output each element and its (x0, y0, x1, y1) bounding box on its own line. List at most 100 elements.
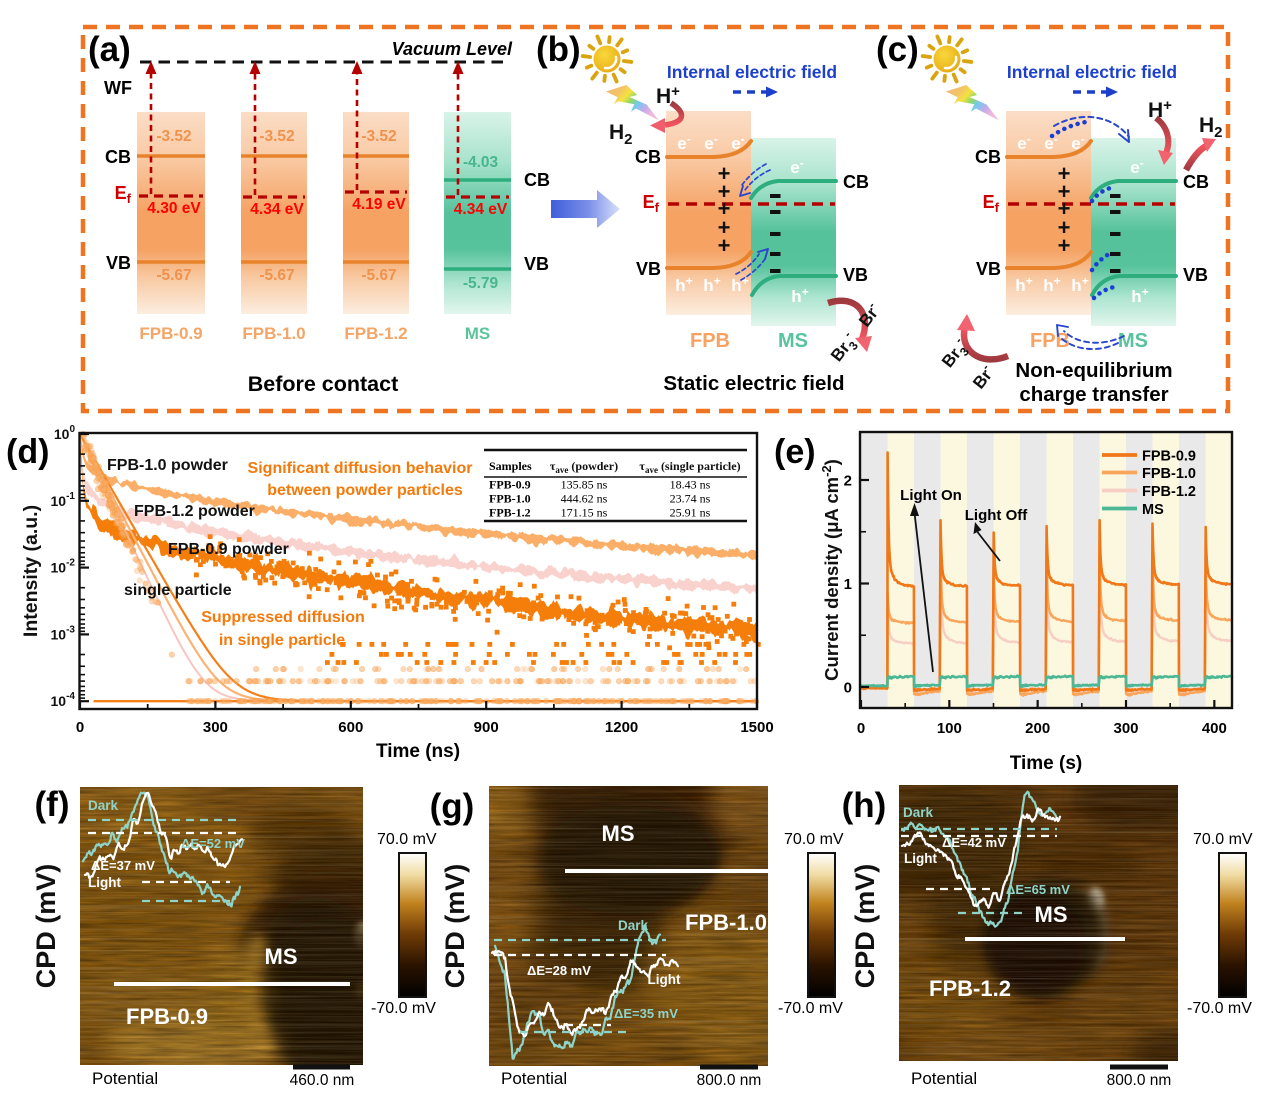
svg-text:-5.67: -5.67 (156, 267, 191, 284)
svg-text:FPB: FPB (690, 330, 730, 352)
svg-text:-70.0 mV: -70.0 mV (1187, 1000, 1252, 1017)
svg-text:Significant diffusion behavior: Significant diffusion behavior (248, 460, 473, 477)
svg-text:FPB-1.2: FPB-1.2 (929, 976, 1011, 1001)
svg-text:-3.52: -3.52 (361, 128, 396, 145)
svg-text:+: + (1058, 179, 1071, 204)
svg-text:300: 300 (1113, 720, 1138, 737)
svg-text:-5.67: -5.67 (361, 267, 396, 284)
svg-text:(d): (d) (6, 433, 49, 471)
svg-text:VB: VB (636, 259, 661, 279)
svg-text:ΔE=42 mV: ΔE=42 mV (942, 835, 1006, 850)
svg-text:Light Off: Light Off (965, 507, 1028, 524)
svg-text:CB: CB (105, 147, 131, 167)
svg-text:FPB-1.2: FPB-1.2 (344, 324, 407, 343)
svg-text:171.15 ns: 171.15 ns (561, 506, 608, 520)
svg-text:MS: MS (465, 324, 491, 343)
svg-text:Static electric field: Static electric field (663, 372, 844, 395)
svg-text:4.34 eV: 4.34 eV (454, 201, 508, 218)
svg-text:-5.67: -5.67 (259, 267, 294, 284)
svg-text:+: + (1058, 215, 1071, 240)
svg-text:in single particle: in single particle (219, 632, 345, 649)
svg-text:MS: MS (778, 330, 808, 352)
svg-text:FPB-0.9 powder: FPB-0.9 powder (168, 541, 289, 558)
svg-text:800.0 nm: 800.0 nm (1107, 1072, 1172, 1089)
svg-text:FPB-1.0: FPB-1.0 (685, 910, 767, 935)
svg-text:+: + (718, 233, 731, 258)
svg-text:+: + (1058, 196, 1071, 221)
svg-text:0: 0 (844, 680, 852, 697)
svg-text:FPB-1.0: FPB-1.0 (1142, 466, 1196, 482)
svg-text:FPB-1.0: FPB-1.0 (242, 324, 305, 343)
svg-text:Light: Light (904, 851, 937, 866)
svg-text:Potential: Potential (501, 1069, 567, 1088)
svg-text:-3.52: -3.52 (259, 128, 294, 145)
svg-text:+: + (1058, 161, 1071, 186)
svg-text:2: 2 (844, 473, 852, 490)
svg-text:ΔE=35 mV: ΔE=35 mV (614, 1006, 678, 1021)
svg-text:MS: MS (1118, 330, 1148, 352)
svg-text:Dark: Dark (618, 918, 649, 933)
svg-text:FPB-1.0 powder: FPB-1.0 powder (107, 457, 228, 474)
svg-text:900: 900 (474, 719, 499, 736)
svg-text:FPB: FPB (1030, 330, 1070, 352)
svg-text:CB: CB (635, 147, 661, 167)
svg-text:0: 0 (857, 720, 865, 737)
svg-text:FPB-1.2 powder: FPB-1.2 powder (134, 503, 255, 520)
svg-text:Light: Light (648, 972, 681, 987)
svg-text:Light: Light (88, 875, 121, 890)
svg-text:200: 200 (1025, 720, 1050, 737)
svg-text:ΔE=52 mV: ΔE=52 mV (181, 836, 245, 851)
svg-text:0: 0 (76, 719, 84, 736)
svg-text:-70.0 mV: -70.0 mV (778, 1000, 843, 1017)
svg-text:23.74 ns: 23.74 ns (670, 492, 711, 506)
svg-text:VB: VB (976, 259, 1001, 279)
svg-text:τave (single particle): τave (single particle) (639, 459, 740, 475)
svg-text:460.0 nm: 460.0 nm (290, 1072, 355, 1089)
svg-text:1500: 1500 (740, 719, 773, 736)
svg-text:70.0 mV: 70.0 mV (784, 831, 844, 848)
svg-text:(c): (c) (876, 30, 919, 69)
svg-text:4.19 eV: 4.19 eV (352, 196, 406, 213)
svg-text:CB: CB (1183, 172, 1209, 192)
svg-text:VB: VB (106, 253, 131, 273)
svg-text:(b): (b) (536, 30, 581, 69)
svg-text:VB: VB (524, 254, 549, 274)
svg-text:MS: MS (1035, 902, 1068, 927)
svg-text:(f): (f) (35, 785, 70, 824)
svg-text:Dark: Dark (88, 798, 119, 813)
svg-text:Dark: Dark (903, 805, 934, 820)
svg-text:+: + (718, 196, 731, 221)
svg-text:ΔE=37 mV: ΔE=37 mV (91, 858, 155, 873)
svg-text:Before contact: Before contact (248, 372, 399, 396)
svg-text:4.30 eV: 4.30 eV (147, 200, 201, 217)
svg-text:Non-equilibrium: Non-equilibrium (1015, 359, 1172, 382)
svg-text:Samples: Samples (489, 459, 532, 473)
svg-text:FPB-0.9: FPB-0.9 (139, 324, 202, 343)
svg-text:ΔE=65 mV: ΔE=65 mV (1006, 882, 1070, 897)
svg-text:VB: VB (1183, 265, 1208, 285)
svg-text:+: + (718, 179, 731, 204)
svg-text:FPB-1.0: FPB-1.0 (489, 492, 531, 506)
svg-text:between powder particles: between powder particles (267, 482, 463, 499)
svg-text:Time (ns): Time (ns) (376, 741, 460, 762)
svg-text:MS: MS (602, 821, 635, 846)
svg-text:CPD (mV): CPD (mV) (31, 864, 61, 989)
svg-text:FPB-0.9: FPB-0.9 (126, 1004, 208, 1029)
svg-text:CB: CB (524, 170, 550, 190)
svg-text:charge transfer: charge transfer (1019, 383, 1168, 406)
svg-text:single particle: single particle (124, 582, 232, 599)
svg-text:WF: WF (104, 78, 132, 98)
svg-text:600: 600 (338, 719, 363, 736)
svg-text:Potential: Potential (92, 1069, 158, 1088)
svg-text:Internal electric field: Internal electric field (667, 62, 837, 82)
svg-text:135.85 ns: 135.85 ns (561, 478, 608, 492)
svg-text:100: 100 (937, 720, 962, 737)
svg-text:FPB-1.2: FPB-1.2 (489, 506, 531, 520)
svg-text:Current density (μA cm-2): Current density (μA cm-2) (819, 459, 842, 681)
svg-text:-5.79: -5.79 (463, 275, 499, 292)
svg-text:800.0 nm: 800.0 nm (697, 1072, 762, 1089)
svg-text:FPB-0.9: FPB-0.9 (1142, 449, 1196, 465)
svg-text:1: 1 (844, 576, 852, 593)
svg-text:Intensity (a.u.): Intensity (a.u.) (20, 505, 42, 637)
svg-text:(h): (h) (842, 786, 887, 825)
